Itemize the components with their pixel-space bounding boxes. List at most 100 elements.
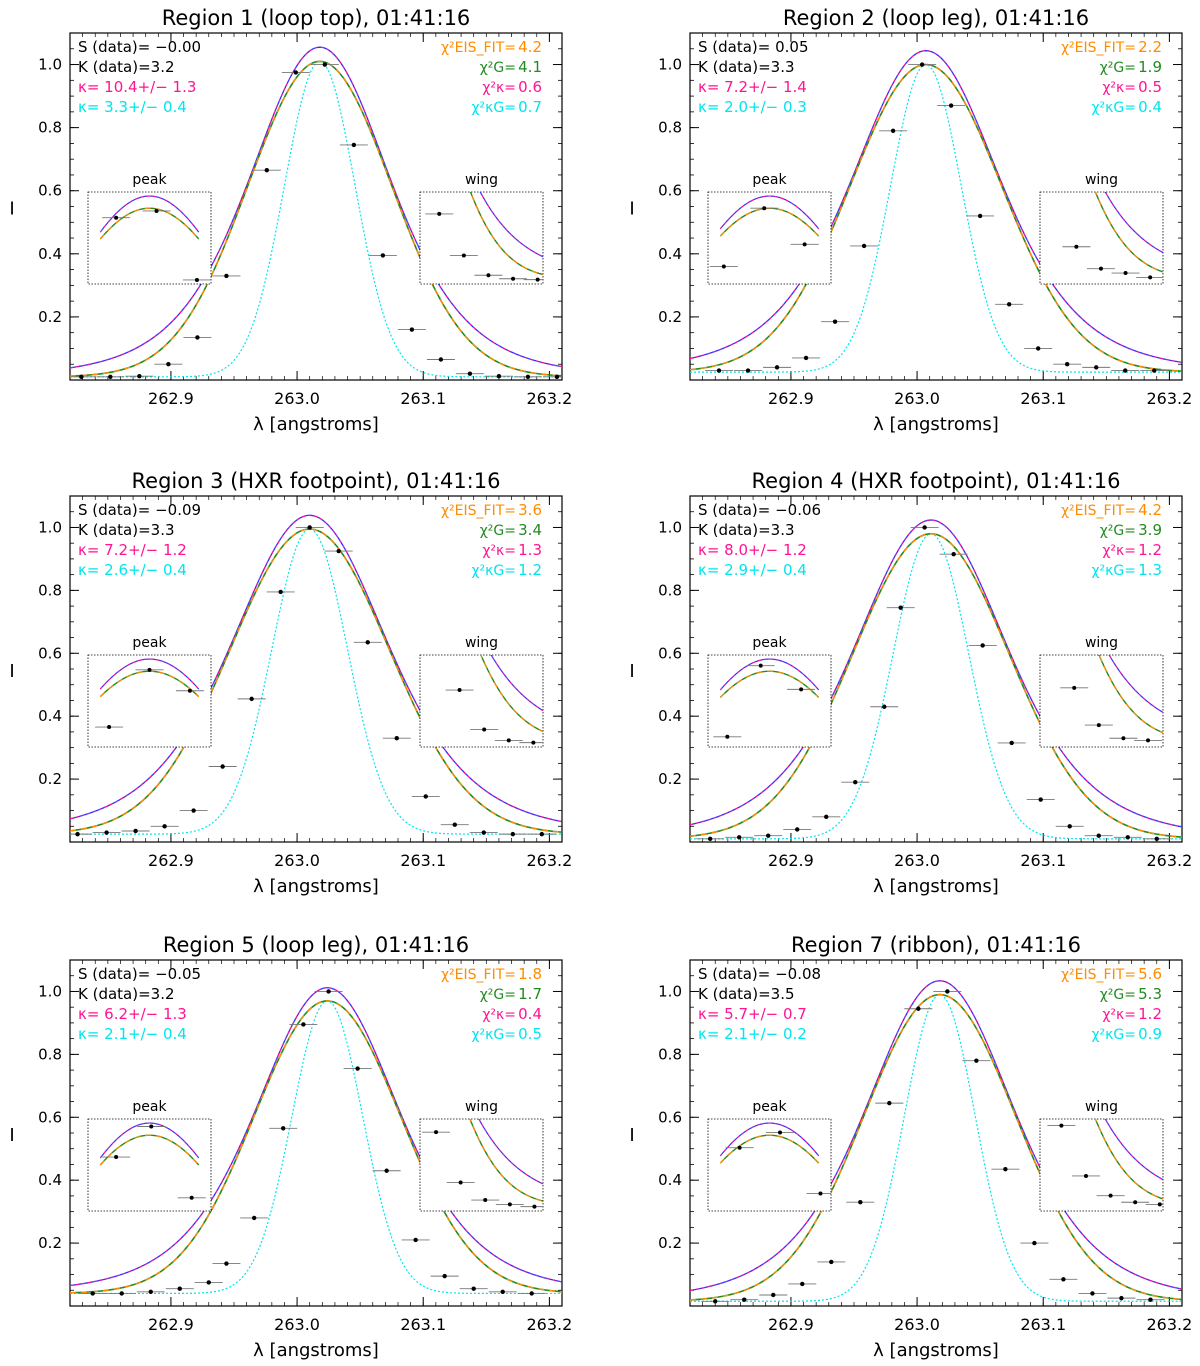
kappa-fit-curve <box>70 987 562 1287</box>
wing-inset-label: wing <box>1085 172 1118 188</box>
inset-data-point <box>799 687 804 692</box>
data-point <box>442 1273 447 1279</box>
x-axis-label: λ [angstroms] <box>253 876 379 897</box>
data-point <box>951 551 956 557</box>
chi2-eis-label: χ²EIS_FIT= <box>441 40 516 56</box>
data-point <box>137 374 142 379</box>
inset-data-point <box>721 264 726 269</box>
y-tick-label: 0.8 <box>38 581 62 599</box>
plot-area <box>70 514 562 837</box>
y-tick-label: 0.4 <box>38 245 62 263</box>
inset-kappa-fit-curve <box>719 658 820 691</box>
y-tick-label: 0.6 <box>658 644 682 662</box>
y-tick-label: 0.4 <box>658 707 682 725</box>
peak-inset: peak <box>87 635 212 748</box>
data-point <box>1032 1240 1037 1246</box>
x-tick-label: 263.1 <box>400 389 446 408</box>
data-point <box>858 1200 863 1205</box>
stat-kurtosis: K (data)=3.3 <box>78 521 175 539</box>
y-axis-label: I <box>9 661 14 682</box>
inset-data-point <box>737 1145 742 1150</box>
peak-inset: peak <box>707 172 832 285</box>
data-point <box>452 822 457 827</box>
y-axis-label: I <box>9 199 14 220</box>
inset-data-point <box>461 253 466 258</box>
inset-data-point <box>778 1130 783 1135</box>
panel-title: Region 2 (loop leg), 01:41:16 <box>783 6 1089 30</box>
stat-skewness: S (data)= −0.08 <box>698 965 821 983</box>
data-point <box>195 335 200 340</box>
y-tick-label: 1.0 <box>658 56 682 74</box>
data-point <box>707 836 713 842</box>
plot-area <box>690 50 1182 373</box>
data-point <box>307 525 312 530</box>
inset-eis-fit-curve <box>719 670 820 698</box>
inset-data-point <box>1083 1173 1088 1178</box>
panel-1: Region 1 (loop top), 01:41:16 0.2 0.4 0.6 0.… <box>9 6 572 435</box>
chi2-kappa-label: χ²κ= <box>1102 1007 1136 1023</box>
x-tick-label: 263.0 <box>274 851 320 870</box>
eis-fit-curve <box>690 63 1182 372</box>
y-tick-label: 0.6 <box>658 1108 682 1126</box>
data-point <box>264 168 269 173</box>
wing-inset-label: wing <box>465 1099 498 1115</box>
chi2-gauss-value: 1.9 <box>1138 58 1162 76</box>
chi2-gauss-label: χ²G= <box>1100 60 1136 76</box>
inset-frame <box>419 654 544 748</box>
data-point <box>413 1237 418 1243</box>
chi2-gauss-value: 3.9 <box>1138 521 1162 539</box>
stat-kurtosis: K (data)=3.2 <box>78 58 175 76</box>
inset-frame <box>1039 654 1164 748</box>
y-tick-label: 1.0 <box>38 56 62 74</box>
peak-inset: peak <box>87 172 212 285</box>
data-point <box>1061 1277 1066 1282</box>
data-point <box>322 62 328 67</box>
chi2-kappa-label: χ²κ= <box>482 80 516 96</box>
eis-fit-curve <box>70 1000 562 1294</box>
y-tick-label: 0.2 <box>38 1234 62 1252</box>
peak-inset-label: peak <box>752 1099 787 1115</box>
inset-data-point <box>1074 244 1079 249</box>
plot-area <box>70 987 562 1296</box>
data-point <box>1094 365 1099 370</box>
kappa-gauss-curve <box>690 993 1182 1302</box>
stat-kappa-gauss: κ= 2.9+/− 0.4 <box>698 561 807 579</box>
y-tick-label: 0.8 <box>658 1045 682 1063</box>
data-point <box>948 103 954 108</box>
data-point <box>108 374 113 380</box>
wing-inset: wing <box>1039 635 1164 748</box>
inset-frame <box>419 191 544 285</box>
y-tick-label: 0.6 <box>38 182 62 200</box>
inset-kappa-fit-curve <box>719 1122 820 1157</box>
chi2-kappa-gauss-value: 0.7 <box>518 98 542 116</box>
eis-fit-curve <box>70 528 562 833</box>
chi2-kappa-gauss-value: 0.5 <box>518 1025 542 1043</box>
inset-kappa-curve <box>1104 192 1163 254</box>
inset-kappa-fit-curve <box>719 195 820 230</box>
chi2-eis-label: χ²EIS_FIT= <box>1061 503 1136 519</box>
inset-data-point <box>1146 738 1151 743</box>
x-axis-label: λ [angstroms] <box>873 876 999 897</box>
data-point <box>898 605 903 610</box>
chi2-gauss-label: χ²G= <box>1100 523 1136 539</box>
stat-kurtosis: K (data)=3.2 <box>78 985 175 1003</box>
x-tick-label: 263.2 <box>1146 1315 1192 1334</box>
inset-data-point <box>1121 736 1126 741</box>
panel-4: Region 4 (HXR footpoint), 01:41:16 0.2 0.4… <box>629 469 1192 897</box>
peak-inset-label: peak <box>132 635 167 651</box>
peak-inset-label: peak <box>752 635 787 651</box>
inset-data-point <box>725 734 730 739</box>
chi2-gauss-value: 3.4 <box>518 521 542 539</box>
y-tick-label: 0.4 <box>38 1171 62 1189</box>
x-tick-label: 263.1 <box>1020 851 1066 870</box>
x-tick-label: 263.1 <box>1020 389 1066 408</box>
inset-eis-fit-curve <box>1098 655 1163 734</box>
wing-inset: wing <box>1039 1099 1164 1212</box>
inset-data-point <box>194 277 199 282</box>
x-tick-label: 263.2 <box>526 851 572 870</box>
inset-gauss-curve <box>469 1119 543 1202</box>
inset-data-point <box>1148 275 1153 280</box>
inset-data-point <box>189 1195 194 1200</box>
x-axis-label: λ [angstroms] <box>873 1340 999 1361</box>
data-point <box>90 1291 95 1296</box>
